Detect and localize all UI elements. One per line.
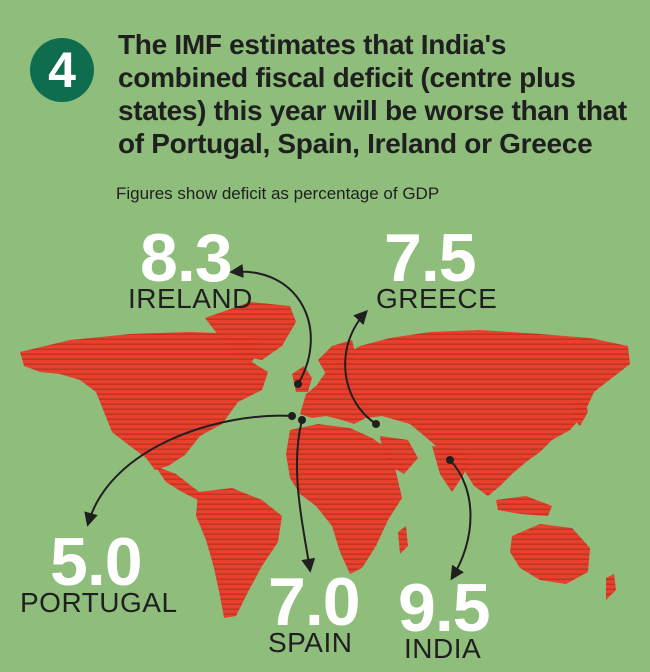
landmass-japan <box>572 396 588 426</box>
headline-line-1: The IMF estimates that India's <box>118 29 507 60</box>
landmass-north-america <box>20 332 268 470</box>
landmass-south-america <box>196 488 282 618</box>
value-portugal: 5.0 <box>50 524 143 600</box>
landmass-central-america <box>155 466 205 500</box>
landmass-arabia <box>380 436 418 474</box>
headline: The IMF estimates that India's combined … <box>118 28 638 160</box>
value-india: 9.5 <box>398 570 491 646</box>
headline-line-3: states) this year will be worse than tha… <box>118 95 627 126</box>
value-ireland: 8.3 <box>140 220 233 296</box>
number-badge: 4 <box>30 38 94 102</box>
landmass-india <box>432 446 470 492</box>
arrow-india <box>449 459 472 581</box>
landmass-southeast-asia <box>496 496 552 516</box>
origin-dot-india <box>446 456 454 464</box>
label-portugal: PORTUGAL <box>20 587 178 618</box>
landmass-british-isles <box>292 366 312 392</box>
headline-line-2: combined fiscal deficit (centre plus <box>118 62 576 93</box>
arrow-ireland <box>229 264 312 385</box>
origin-dot-greece <box>372 420 380 428</box>
arrow-portugal <box>84 414 293 527</box>
label-spain: SPAIN <box>268 627 353 658</box>
landmass-eurasia <box>300 330 630 496</box>
label-india: INDIA <box>404 633 482 664</box>
landmass-africa <box>286 424 402 574</box>
label-ireland: IRELAND <box>128 283 253 314</box>
landmass-new-zealand <box>606 574 616 600</box>
origin-dot-portugal <box>288 412 296 420</box>
origin-dot-ireland <box>294 380 302 388</box>
landmass-australia <box>510 524 590 584</box>
landmass-madagascar <box>398 526 408 554</box>
arrow-greece <box>344 309 377 425</box>
origin-dot-spain <box>298 416 306 424</box>
subtitle: Figures show deficit as percentage of GD… <box>116 184 440 203</box>
headline-line-4: of Portugal, Spain, Ireland or Greece <box>118 128 593 159</box>
value-greece: 7.5 <box>384 220 477 296</box>
landmass-greenland <box>205 302 296 360</box>
arrow-spain <box>295 419 316 573</box>
badge-number: 4 <box>48 42 76 98</box>
label-greece: GREECE <box>376 283 498 314</box>
value-spain: 7.0 <box>268 564 361 640</box>
